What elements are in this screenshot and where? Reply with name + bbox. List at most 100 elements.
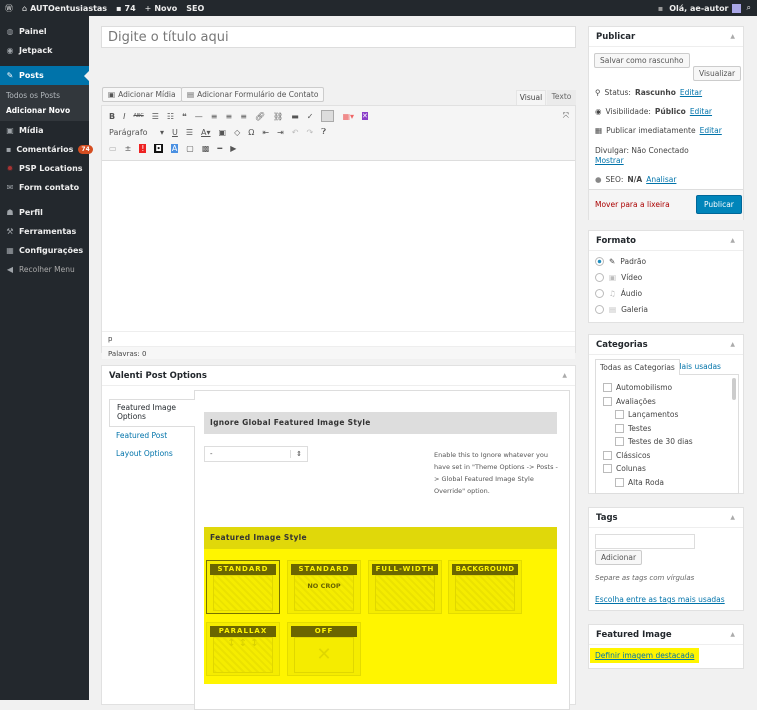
style-option-standard-no-crop[interactable]: STANDARD NO CROP	[287, 560, 361, 614]
box-icon[interactable]: ◘	[154, 143, 163, 153]
style-option-parallax[interactable]: PARALLAX ↕ ↕ ↕	[206, 622, 280, 676]
new-link[interactable]: + Novo	[144, 3, 178, 13]
text-color-icon[interactable]: A▾	[201, 127, 211, 137]
align-left-icon[interactable]: ≡	[210, 111, 218, 121]
unlink-icon[interactable]: ⛓	[273, 111, 284, 121]
help-icon[interactable]: ❓︎	[321, 127, 326, 136]
underline-icon[interactable]: U	[172, 127, 178, 137]
submenu-all-posts[interactable]: Todos os Posts	[6, 91, 61, 100]
special-char-icon[interactable]: Ω	[248, 127, 255, 137]
add-media-button[interactable]: ▣ Adicionar Mídia	[102, 87, 182, 102]
button-shortcode-icon[interactable]: ▭	[109, 143, 117, 153]
box-header[interactable]: Valenti Post Options ▲	[102, 366, 575, 386]
collapse-toggle-icon[interactable]: ▲	[730, 341, 735, 348]
outdent-icon[interactable]: ⇤	[262, 127, 270, 137]
info-box-icon[interactable]: A	[170, 143, 179, 153]
sidebar-item-psp-locations[interactable]: ✹ PSP Locations	[6, 164, 83, 173]
toolbar-toggle-icon[interactable]	[321, 110, 335, 122]
set-featured-image-link[interactable]: Definir imagem destacada	[595, 651, 695, 660]
ignore-global-select[interactable]: - ⇕	[204, 446, 308, 462]
format-option-audio[interactable]: ♫ Áudio	[589, 285, 743, 301]
box-header[interactable]: Tags ▲	[589, 508, 743, 528]
divider-icon[interactable]: ━	[217, 143, 223, 153]
add-contact-form-button[interactable]: ▤ Adicionar Formulário de Contato	[181, 87, 325, 102]
clear-format-icon[interactable]: ◇	[234, 127, 241, 137]
category-item[interactable]: Testes de 30 dias	[603, 435, 738, 449]
account-menu[interactable]: Olá, ae-autor	[669, 3, 741, 13]
sidebar-item-painel[interactable]: ◍ Painel	[6, 27, 47, 36]
justify-icon[interactable]: ☰	[185, 127, 194, 137]
search-icon[interactable]: ⌕	[746, 3, 751, 12]
sidebar-item-ferramentas[interactable]: ⚒ Ferramentas	[6, 227, 77, 236]
style-option-off[interactable]: OFF ✕	[287, 622, 361, 676]
category-item[interactable]: Avaliações	[603, 395, 738, 409]
italic-icon[interactable]: I	[123, 111, 126, 121]
tab-all-categories[interactable]: Todas as Categorias	[595, 359, 680, 375]
format-option-video[interactable]: ▣ Vídeo	[589, 269, 743, 285]
sidebar-item-midia[interactable]: ▣ Mídia	[6, 126, 44, 135]
sidebar-item-jetpack[interactable]: ◉ Jetpack	[6, 46, 53, 55]
analyze-link[interactable]: Analisar	[646, 175, 677, 184]
radio[interactable]	[595, 288, 604, 298]
redo-icon[interactable]: ↷	[306, 127, 314, 137]
box-header[interactable]: Categorias ▲	[589, 335, 743, 355]
horizontal-rule-icon[interactable]: —	[194, 111, 203, 121]
sidebar-item-perfil[interactable]: ☗ Perfil	[6, 208, 43, 217]
checkbox[interactable]	[603, 383, 612, 393]
add-tag-button[interactable]: Adicionar	[595, 550, 643, 565]
tab-most-used[interactable]: Mais usadas	[675, 362, 721, 371]
checkbox[interactable]	[615, 477, 624, 487]
shortcode-icon[interactable]: ▦▾	[342, 111, 355, 121]
collapse-toggle-icon[interactable]: ▲	[730, 631, 735, 638]
style-option-background[interactable]: BACKGROUND	[448, 560, 522, 614]
style-option-standard[interactable]: STANDARD	[206, 560, 280, 614]
tab-visual[interactable]: Visual	[516, 90, 546, 105]
category-item[interactable]: Lançamentos	[603, 408, 738, 422]
tag-input[interactable]	[595, 534, 695, 549]
scrollbar[interactable]	[732, 378, 736, 400]
plus-minus-icon[interactable]: ±	[124, 143, 132, 153]
format-option-gallery[interactable]: ▤ Galeria	[589, 301, 743, 317]
align-right-icon[interactable]: ≡	[240, 111, 247, 121]
sidebar-item-comentarios[interactable]: ▪ Comentários 74	[0, 140, 93, 159]
sidebar-item-configuracoes[interactable]: ▦ Configurações	[6, 246, 84, 255]
style-option-full-width[interactable]: FULL-WIDTH	[368, 560, 442, 614]
collapse-toggle-icon[interactable]: ▲	[562, 372, 567, 379]
box-header[interactable]: Featured Image ▲	[589, 625, 743, 645]
alert-icon[interactable]: !	[139, 143, 147, 153]
category-item[interactable]: Colunas	[603, 462, 738, 476]
checkbox[interactable]	[615, 423, 624, 433]
edit-schedule-link[interactable]: Editar	[699, 126, 722, 135]
bold-icon[interactable]: B	[109, 111, 116, 121]
tab-text[interactable]: Texto	[547, 90, 576, 105]
wordpress-logo-icon[interactable]: Ⓦ	[5, 3, 13, 13]
title-input[interactable]: Digite o título aqui	[101, 26, 576, 48]
move-to-trash-link[interactable]: Mover para a lixeira	[595, 200, 670, 209]
radio[interactable]	[595, 272, 604, 282]
checkbox[interactable]	[603, 464, 612, 474]
category-item[interactable]: Testes	[603, 422, 738, 436]
format-option-standard[interactable]: ✎ Padrão	[589, 253, 743, 269]
collapse-toggle-icon[interactable]: ▲	[730, 514, 735, 521]
align-center-icon[interactable]: ≡	[225, 111, 233, 121]
tab-featured-post[interactable]: Featured Post	[116, 431, 168, 440]
fullscreen-icon[interactable]: ⤧	[562, 111, 569, 120]
bullet-list-icon[interactable]: ☰	[151, 111, 159, 121]
checkbox[interactable]	[603, 450, 612, 460]
tab-layout-options[interactable]: Layout Options	[116, 449, 173, 458]
tab-featured-image-options[interactable]: Featured Image Options	[109, 399, 195, 427]
show-share-link[interactable]: Mostrar	[595, 156, 624, 165]
format-select[interactable]: Parágrafo ▾	[109, 127, 164, 137]
strikethrough-icon[interactable]: ABC	[133, 113, 144, 119]
site-link[interactable]: ⌂ AUTOentusiastas	[22, 3, 108, 13]
video-icon[interactable]: ▶	[230, 143, 237, 153]
seo-link[interactable]: SEO	[186, 3, 205, 13]
box-header[interactable]: Formato ▲	[589, 231, 743, 251]
checkbox[interactable]	[615, 437, 624, 447]
radio-checked[interactable]	[595, 256, 604, 266]
submenu-add-new[interactable]: Adicionar Novo	[6, 106, 71, 115]
radio[interactable]	[595, 304, 604, 314]
comments-link[interactable]: ▪ 74	[116, 3, 136, 13]
tabs-icon[interactable]: ▢	[186, 143, 194, 153]
collapse-toggle-icon[interactable]: ▲	[730, 237, 735, 244]
